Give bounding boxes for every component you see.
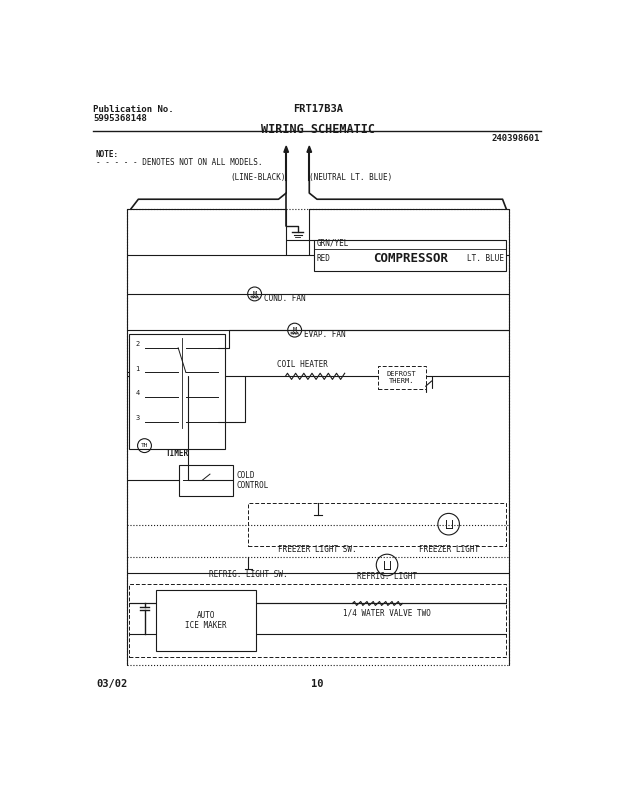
Text: TIMER: TIMER [166,449,188,457]
Text: EVAP. FAN: EVAP. FAN [304,330,345,339]
Text: FRT17B3A: FRT17B3A [293,104,343,114]
Text: LT. BLUE: LT. BLUE [467,254,504,263]
Text: Publication No.: Publication No. [93,106,174,114]
Text: (LINE-BLACK): (LINE-BLACK) [231,173,286,182]
Text: COND. FAN: COND. FAN [264,294,306,303]
Text: 5995368148: 5995368148 [93,114,147,123]
Text: TH: TH [141,443,148,448]
Text: 1: 1 [135,366,140,372]
Text: 10: 10 [311,679,324,688]
Text: (NEUTRAL LT. BLUE): (NEUTRAL LT. BLUE) [309,173,392,182]
Text: AUTO
ICE MAKER: AUTO ICE MAKER [185,611,227,630]
Text: 4: 4 [135,391,140,396]
Bar [129,334,225,449]
Bar [249,503,507,545]
Text: 240398601: 240398601 [491,134,539,144]
Bar [314,240,507,271]
Text: WIRING SCHEMATIC: WIRING SCHEMATIC [261,123,374,136]
Polygon shape [284,146,288,152]
Text: M: M [293,327,297,333]
Text: NOTE:: NOTE: [96,150,119,159]
Bar [378,366,425,389]
Text: GRN/YEL: GRN/YEL [316,239,348,248]
Text: 3: 3 [135,415,140,421]
Text: FREEZER LIGHT SW.: FREEZER LIGHT SW. [278,545,357,554]
Text: REFRIG. LIGHT: REFRIG. LIGHT [357,572,417,581]
Bar [179,464,233,495]
Text: COIL HEATER: COIL HEATER [277,360,328,369]
Text: 1/4 WATER VALVE TWO: 1/4 WATER VALVE TWO [343,608,431,617]
Text: DEFROST
THERM.: DEFROST THERM. [387,372,417,384]
Text: 03/02: 03/02 [96,679,127,688]
Bar [129,584,507,657]
Text: - - - - - DENOTES NOT ON ALL MODELS.: - - - - - DENOTES NOT ON ALL MODELS. [96,157,262,167]
Text: COLD
CONTROL: COLD CONTROL [236,471,268,490]
Text: FREEZER LIGHT: FREEZER LIGHT [418,545,479,554]
Text: 2: 2 [135,341,140,347]
Text: M: M [252,291,257,297]
Text: COMPRESSOR: COMPRESSOR [373,252,448,265]
Text: RED: RED [316,254,330,263]
Polygon shape [307,146,312,152]
Bar [156,590,256,651]
Text: REFRIG. LIGHT SW.: REFRIG. LIGHT SW. [209,569,288,579]
